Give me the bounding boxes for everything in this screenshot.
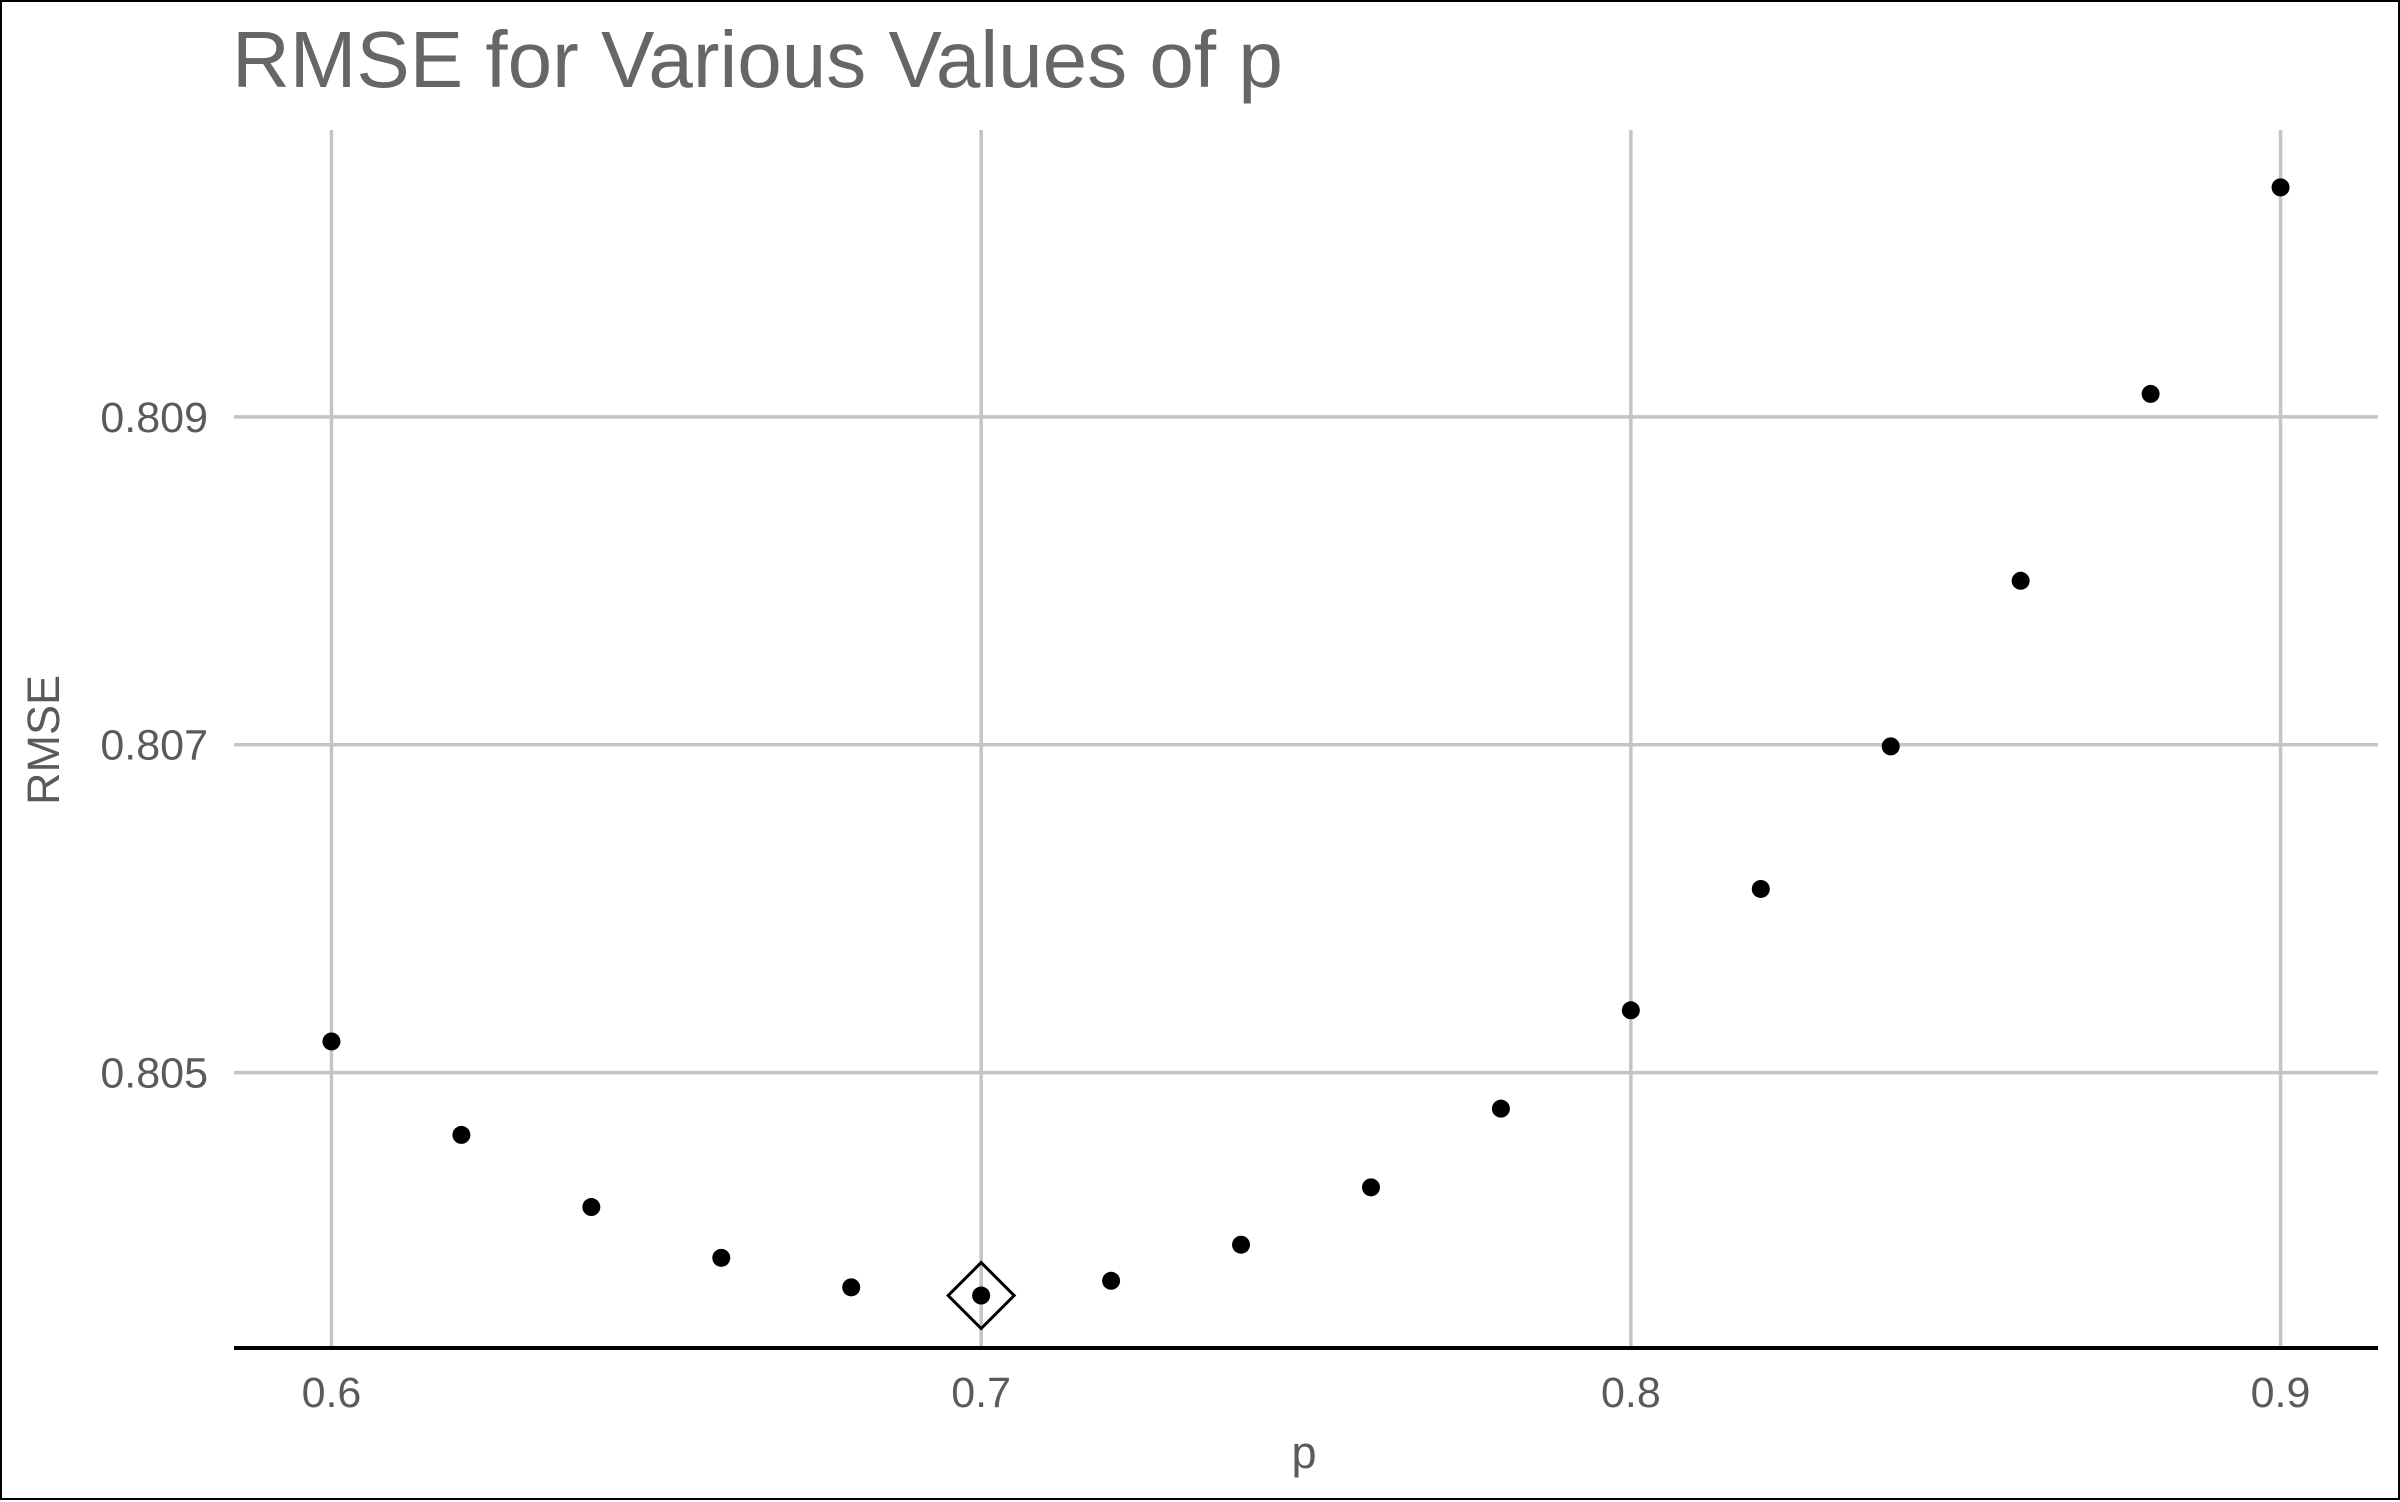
data-point (1881, 737, 1900, 756)
x-axis-title: p (1291, 1427, 1316, 1478)
data-point (2011, 571, 2030, 590)
x-tick-label: 0.8 (1601, 1369, 1661, 1417)
data-point (452, 1125, 471, 1144)
minimum-highlight-marker (946, 1260, 1017, 1331)
axes: 0.6 0.7 0.8 0.9 0.805 0.807 0.809 (100, 394, 2378, 1417)
data-point (1491, 1099, 1510, 1118)
y-tick-label: 0.807 (100, 722, 208, 770)
data-point (1751, 879, 1770, 898)
data-point (842, 1278, 861, 1297)
data-point (972, 1286, 991, 1305)
data-points (322, 178, 2290, 1331)
y-axis-title: RMSE (18, 675, 69, 805)
data-point (1361, 1178, 1380, 1197)
data-point (322, 1032, 341, 1051)
data-point (1232, 1235, 1251, 1254)
chart-title: RMSE for Various Values of p (232, 15, 1283, 104)
data-point (582, 1198, 601, 1217)
data-point (2141, 384, 2160, 403)
data-point (1621, 1001, 1640, 1020)
x-tick-label: 0.9 (2251, 1369, 2311, 1417)
data-point (1102, 1271, 1121, 1290)
data-point (712, 1248, 731, 1267)
data-point (2271, 178, 2290, 197)
x-tick-label: 0.6 (302, 1369, 362, 1417)
grid-lines (234, 130, 2378, 1348)
x-tick-label: 0.7 (951, 1369, 1011, 1417)
y-tick-label: 0.805 (100, 1050, 208, 1098)
y-tick-label: 0.809 (100, 394, 208, 442)
